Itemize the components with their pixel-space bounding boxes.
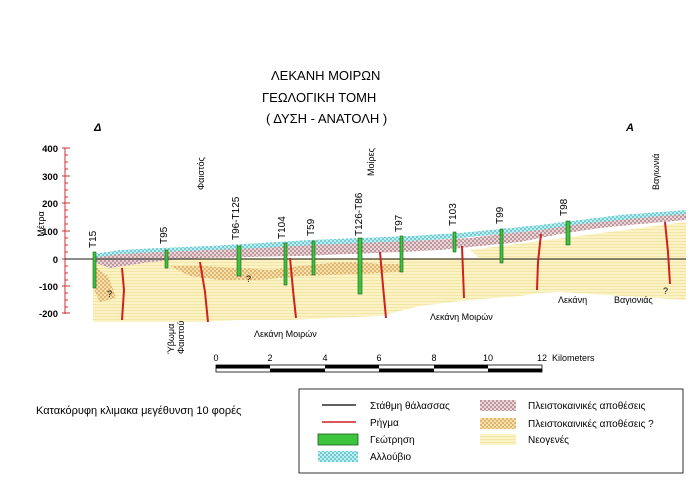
place-moires: Μοίρες: [366, 147, 376, 176]
borehole-label-t99: T99: [495, 206, 506, 224]
place-phaistos: Φαιστός: [196, 157, 206, 190]
pleistocene-q-layer-west: [93, 258, 116, 302]
tick-100: 100: [42, 227, 58, 238]
boreholes: [92, 220, 571, 295]
question-mark-3: ?: [663, 286, 668, 296]
vertical-exaggeration-note: Κατακόρυφη κλιμακα μεγέθυνση 10 φορές: [36, 405, 241, 417]
tick-400: 400: [42, 144, 58, 155]
title-line1: ΛΕΚΑΝΗ ΜΟΙΡΩΝ: [271, 68, 380, 83]
legend-borehole-swatch: [317, 433, 359, 446]
scale-bar: [215, 364, 543, 373]
axis-label: Μέτρα: [36, 211, 46, 236]
legend-pleistocene-q-swatch: [480, 418, 516, 429]
legend-pleistocene-label: Πλειστοκαινικές αποθέσεις: [528, 400, 646, 412]
place-ymvos-line1: Ύβωμα: [166, 324, 176, 354]
legend-alluvium-swatch: [318, 451, 358, 462]
tick-200: 200: [42, 199, 58, 210]
vertical-axis: [62, 147, 70, 314]
west-marker: Δ: [93, 122, 101, 134]
borehole-label-t97: T97: [394, 214, 405, 232]
scale-tick-6: 6: [376, 353, 381, 363]
tick-0: 0: [53, 255, 58, 266]
scale-tick-0: 0: [213, 353, 218, 363]
place-lekani-moiron-2: Λεκάνη Μοιρών: [430, 312, 493, 322]
borehole-label-t103: T103: [448, 203, 459, 226]
borehole-label-t104: T104: [277, 216, 288, 239]
tick-minus-200: -200: [39, 309, 58, 320]
question-mark-2: ?: [246, 274, 251, 284]
place-lekani: Λεκάνη: [558, 295, 587, 305]
legend: [298, 388, 684, 474]
legend-sea-level-label: Στάθμη θάλασσας: [370, 400, 450, 412]
tick-300: 300: [42, 172, 58, 183]
legend-pleistocene-swatch: [480, 400, 516, 411]
legend-neogene-swatch: [480, 434, 516, 445]
scale-tick-4: 4: [322, 353, 327, 363]
east-marker: Α: [625, 122, 634, 134]
place-vagionia: Βαγιωνιά: [651, 154, 661, 190]
place-ymvos-line2: Φαιστού: [176, 321, 186, 354]
scale-tick-10: 10: [483, 353, 493, 363]
tick-minus-100: -100: [39, 282, 58, 293]
borehole-label-t126-t86: T126-T86: [354, 192, 365, 236]
faults: [121, 221, 671, 323]
scale-tick-8: 8: [431, 353, 436, 363]
title-line3: ( ΔΥΣΗ - ΑΝΑΤΟΛΗ ): [266, 111, 387, 126]
legend-neogene-label: Νεογενές: [528, 434, 569, 446]
borehole-label-t59: T59: [306, 218, 317, 236]
legend-borehole-label: Γεώτρηση: [370, 434, 415, 446]
place-lekani-moiron-1: Λεκάνη Μοιρών: [254, 329, 317, 339]
legend-alluvium-label: Αλλούβιο: [370, 451, 412, 463]
title-line2: ΓΕΩΛΟΓΙΚΗ ΤΟΜΗ: [262, 90, 376, 105]
scale-unit: Kilometers: [552, 353, 595, 363]
borehole-label-t95: T95: [159, 226, 170, 244]
scale-tick-2: 2: [267, 353, 272, 363]
borehole-label-t15: T15: [88, 230, 99, 248]
borehole-label-t96-t125: T96-T125: [231, 196, 242, 240]
legend-fault-label: Ρήγμα: [370, 417, 399, 429]
legend-pleistocene-q-label: Πλειστοκαινικές αποθέσεις ?: [528, 418, 654, 430]
borehole-label-t98: T98: [559, 198, 570, 216]
scale-tick-12: 12: [537, 353, 547, 363]
place-vagionias: Βαγιονιάς: [614, 295, 653, 305]
question-mark-1: ?: [107, 289, 112, 299]
